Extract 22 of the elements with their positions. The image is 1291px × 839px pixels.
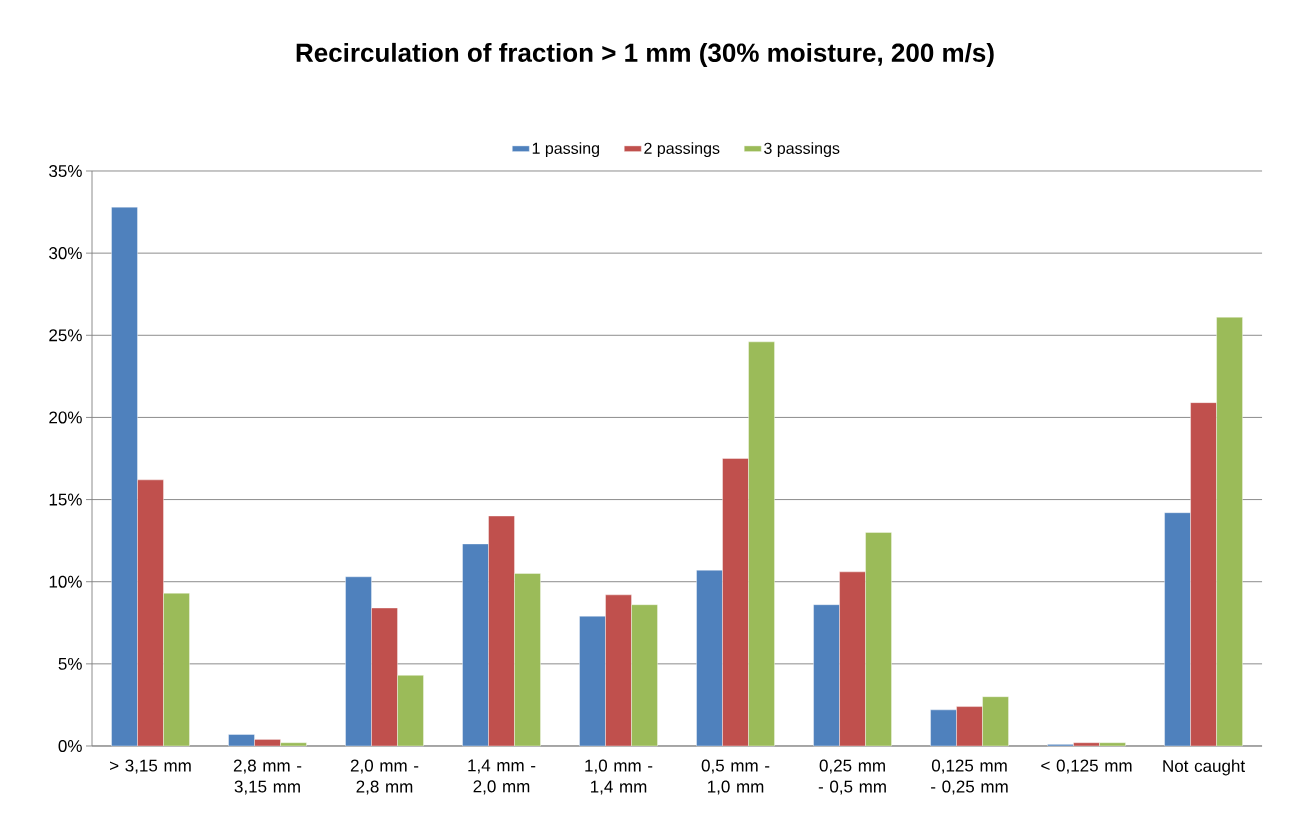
- x-tick-label: 1,4 mm - 2,0 mm: [468, 759, 536, 795]
- legend-label: 2 passings: [644, 142, 720, 158]
- x-tick-label: 1,0 mm - 1,4 mm: [585, 759, 653, 795]
- chart-title: Recirculation of fraction > 1 mm (30% moisture, 200 m/s): [296, 42, 994, 68]
- y-tick-label: 15%: [49, 493, 82, 506]
- x-tick-label: Not caught: [1163, 759, 1245, 776]
- y-tick-label: 25%: [49, 329, 82, 342]
- y-tick-label: 20%: [49, 411, 82, 424]
- x-tick-label: 2,0 mm - 2,8 mm: [350, 759, 419, 795]
- x-tick-label: > 3,15 mm: [110, 759, 191, 774]
- y-tick-label: 10%: [49, 575, 82, 588]
- x-tick-label: 2,8 mm - 3,15 mm: [233, 759, 302, 795]
- y-tick-label: 5%: [58, 657, 82, 670]
- legend-label: 3 passings: [764, 142, 840, 158]
- y-tick-label: 30%: [49, 247, 82, 260]
- y-tick-label: 0%: [58, 739, 82, 753]
- x-tick-label: 0,125 mm - 0,25 mm: [931, 759, 1008, 795]
- x-tick-label: < 0,125 mm: [1041, 759, 1132, 774]
- y-tick-label: 35%: [49, 164, 82, 178]
- x-tick-label: 0,25 mm - 0,5 mm: [818, 759, 886, 795]
- legend-label: 1 passing: [532, 142, 599, 158]
- x-tick-label: 0,5 mm - 1,0 mm: [701, 759, 770, 795]
